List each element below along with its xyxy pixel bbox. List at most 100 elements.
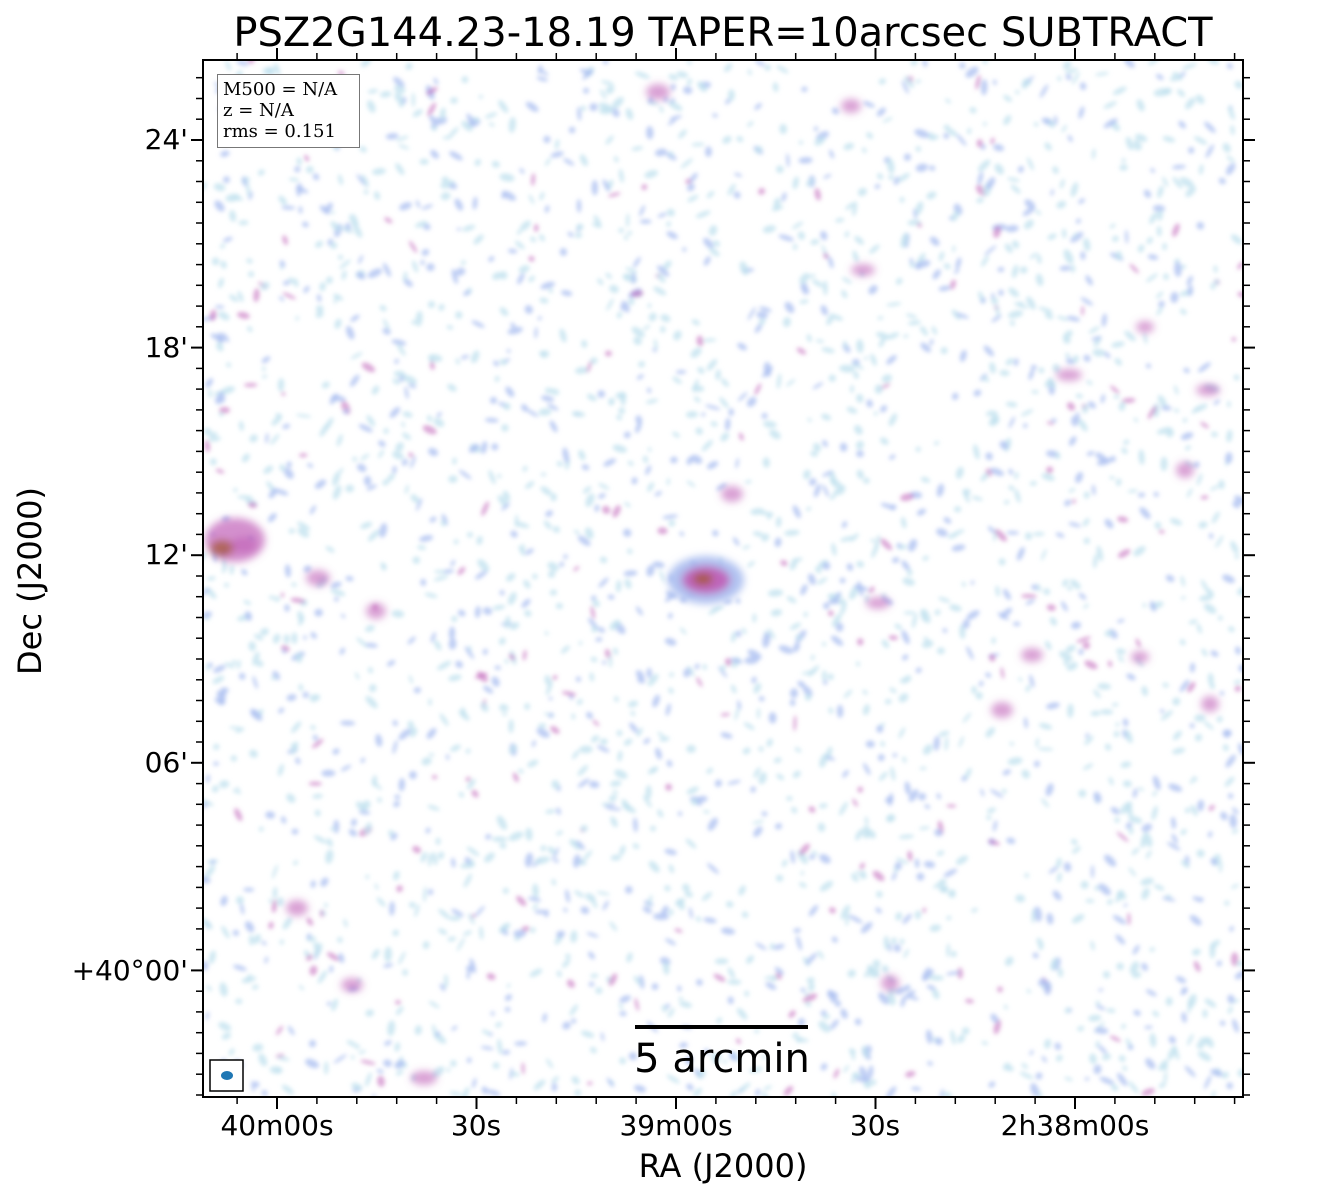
noise-speck bbox=[1036, 583, 1042, 592]
noise-speck bbox=[581, 464, 590, 471]
noise-speck bbox=[280, 816, 287, 824]
noise-speck bbox=[618, 407, 626, 415]
noise-speck bbox=[556, 930, 566, 938]
noise-speck bbox=[667, 612, 673, 619]
noise-speck bbox=[297, 521, 311, 531]
noise-speck bbox=[230, 755, 237, 762]
noise-speck bbox=[450, 744, 461, 752]
x-axis-label: RA (J2000) bbox=[638, 1147, 808, 1185]
noise-speck bbox=[507, 326, 523, 335]
noise-speck bbox=[922, 907, 927, 913]
noise-speck bbox=[589, 672, 595, 682]
noise-speck bbox=[414, 1025, 422, 1035]
noise-speck bbox=[633, 975, 642, 986]
noise-speck bbox=[861, 1045, 869, 1058]
noise-speck bbox=[1059, 650, 1073, 662]
noise-speck bbox=[1091, 148, 1096, 160]
noise-speck bbox=[1085, 275, 1093, 286]
noise-speck bbox=[297, 527, 310, 538]
noise-speck bbox=[576, 698, 583, 705]
bright-blob bbox=[721, 486, 743, 502]
noise-speck bbox=[780, 560, 788, 567]
noise-speck bbox=[761, 412, 768, 419]
noise-speck bbox=[331, 998, 338, 1012]
noise-speck bbox=[1061, 228, 1067, 239]
noise-speck bbox=[590, 605, 596, 620]
noise-speck bbox=[540, 486, 552, 496]
noise-speck bbox=[1225, 162, 1236, 176]
noise-speck bbox=[1029, 252, 1038, 259]
noise-speck bbox=[747, 560, 755, 568]
noise-speck bbox=[371, 948, 380, 960]
noise-speck bbox=[296, 157, 302, 166]
noise-speck bbox=[213, 761, 219, 766]
noise-speck bbox=[1080, 297, 1093, 306]
noise-speck bbox=[905, 313, 918, 319]
noise-speck bbox=[727, 996, 734, 1005]
noise-speck bbox=[846, 563, 854, 571]
noise-speck bbox=[779, 123, 788, 135]
noise-speck bbox=[439, 713, 449, 727]
noise-speck bbox=[758, 696, 765, 702]
noise-speck bbox=[386, 660, 396, 667]
noise-speck bbox=[540, 472, 547, 477]
noise-speck bbox=[1053, 115, 1058, 125]
noise-speck bbox=[282, 235, 288, 246]
noise-speck bbox=[569, 838, 576, 846]
noise-speck bbox=[1011, 264, 1019, 279]
noise-speck bbox=[1091, 484, 1096, 496]
noise-speck bbox=[208, 950, 216, 964]
noise-speck bbox=[206, 576, 216, 581]
noise-speck bbox=[1225, 452, 1233, 464]
noise-speck bbox=[859, 862, 865, 870]
noise-speck bbox=[890, 766, 896, 781]
noise-speck bbox=[1165, 574, 1175, 583]
noise-speck bbox=[651, 983, 659, 990]
noise-speck bbox=[260, 281, 270, 291]
noise-speck bbox=[626, 952, 633, 963]
noise-speck bbox=[280, 592, 285, 598]
noise-speck bbox=[647, 447, 652, 452]
noise-speck bbox=[270, 675, 278, 680]
noise-speck bbox=[571, 750, 580, 760]
noise-speck bbox=[877, 754, 885, 762]
noise-speck bbox=[471, 789, 479, 798]
noise-speck bbox=[900, 232, 909, 249]
noise-speck bbox=[236, 659, 241, 670]
noise-speck bbox=[796, 935, 802, 951]
noise-speck bbox=[1123, 439, 1130, 445]
noise-speck bbox=[707, 863, 719, 874]
noise-speck bbox=[538, 68, 549, 76]
noise-speck bbox=[1090, 864, 1095, 879]
noise-speck bbox=[402, 969, 409, 976]
bright-blob bbox=[286, 900, 308, 916]
noise-speck bbox=[534, 909, 547, 915]
noise-speck bbox=[298, 206, 303, 214]
noise-speck bbox=[384, 946, 393, 962]
noise-speck bbox=[874, 184, 881, 189]
noise-speck bbox=[628, 1052, 638, 1061]
noise-speck bbox=[571, 1076, 580, 1085]
noise-speck bbox=[675, 369, 687, 375]
noise-speck bbox=[795, 634, 802, 640]
noise-speck bbox=[1168, 1035, 1176, 1044]
noise-speck bbox=[451, 615, 458, 623]
noise-speck bbox=[1075, 471, 1084, 484]
noise-speck bbox=[713, 240, 720, 247]
noise-speck bbox=[350, 314, 360, 322]
noise-speck bbox=[423, 886, 427, 903]
noise-speck bbox=[868, 586, 875, 594]
noise-speck bbox=[923, 636, 930, 643]
noise-speck bbox=[302, 221, 309, 228]
noise-speck bbox=[613, 696, 619, 703]
noise-speck bbox=[1115, 722, 1120, 727]
noise-speck bbox=[946, 915, 952, 921]
noise-speck bbox=[1095, 71, 1110, 76]
noise-speck bbox=[755, 1088, 761, 1097]
noise-speck bbox=[1166, 428, 1174, 438]
noise-speck bbox=[822, 562, 831, 570]
noise-speck bbox=[1163, 273, 1169, 280]
noise-speck bbox=[914, 858, 920, 869]
noise-speck bbox=[754, 1028, 760, 1034]
noise-speck bbox=[248, 641, 256, 652]
